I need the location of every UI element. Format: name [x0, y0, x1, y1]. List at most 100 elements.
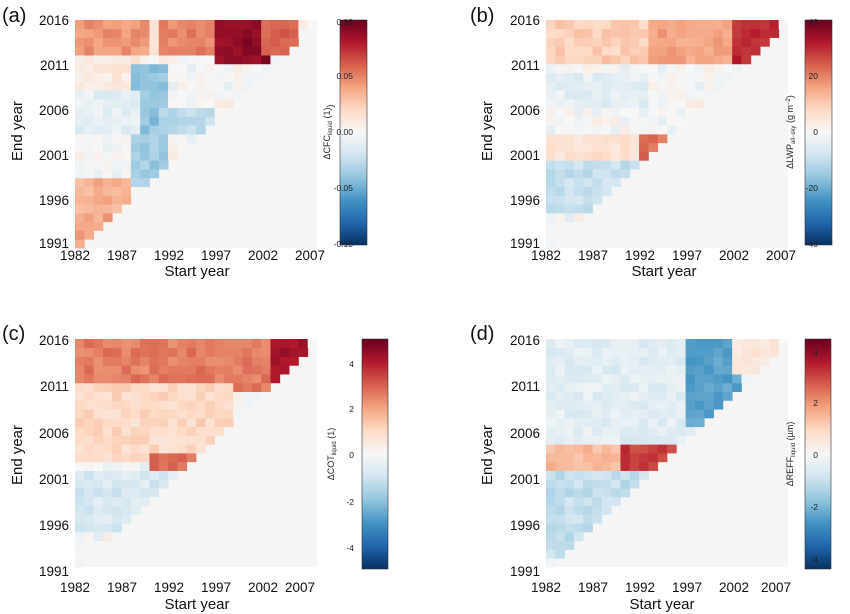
heatmap-cell: [121, 72, 132, 82]
heatmap-cell: [93, 496, 104, 507]
heatmap-cell: [93, 37, 104, 47]
heatmap-cell: [592, 365, 603, 375]
heatmap-cell: [93, 488, 104, 498]
heatmap-cell: [592, 177, 603, 188]
heatmap-cell: [112, 98, 122, 109]
heatmap-cell: [149, 81, 160, 91]
x-tick-label: 1982: [60, 248, 90, 263]
heatmap-cell: [722, 365, 733, 375]
heatmap-cell: [112, 186, 122, 196]
heatmap-cell: [611, 81, 621, 91]
heatmap-cell: [592, 37, 603, 47]
heatmap-cell: [149, 426, 160, 436]
heatmap-cell: [223, 347, 234, 357]
heatmap-cell: [223, 55, 234, 65]
heatmap-cell: [639, 20, 649, 30]
heatmap-cell: [592, 426, 603, 436]
heatmap-cell: [592, 453, 603, 463]
heatmap-cell: [130, 505, 141, 515]
heatmap-cell: [546, 470, 556, 480]
heatmap-cell: [546, 400, 556, 410]
heatmap-cell: [102, 37, 113, 47]
colorbar-tick-label: 0.05: [336, 71, 353, 81]
heatmap-cell: [102, 417, 113, 428]
heatmap-cell: [648, 409, 659, 419]
heatmap-cell: [676, 374, 687, 384]
heatmap-cell: [546, 382, 556, 393]
heatmap-cell: [251, 46, 262, 56]
heatmap-cell: [564, 531, 575, 542]
heatmap-cell: [177, 37, 188, 47]
heatmap-plot: [546, 20, 789, 249]
heatmap-cell: [279, 347, 290, 357]
heatmap-cell: [639, 417, 649, 428]
heatmap-cell: [546, 549, 556, 559]
heatmap-cell: [112, 204, 122, 214]
heatmap-cell: [676, 435, 687, 445]
heatmap-cell: [750, 20, 761, 30]
heatmap-cell: [685, 365, 696, 375]
heatmap-cell: [573, 347, 584, 357]
heatmap-cell: [564, 28, 575, 38]
heatmap-cell: [564, 37, 575, 47]
heatmap-cell: [102, 116, 113, 126]
heatmap-cell: [102, 365, 113, 375]
heatmap-cell: [741, 374, 752, 384]
heatmap-cell: [592, 134, 603, 144]
heatmap-cell: [667, 55, 677, 65]
heatmap-cell: [121, 55, 132, 65]
heatmap-cell: [601, 365, 612, 375]
heatmap-cell: [233, 391, 243, 401]
heatmap-cell: [214, 339, 225, 349]
heatmap-cell: [214, 46, 225, 56]
heatmap-cell: [186, 81, 197, 91]
colorbar-bar: [804, 19, 833, 246]
heatmap-cell: [657, 347, 668, 357]
heatmap-cell: [84, 134, 95, 144]
heatmap-cell: [564, 107, 575, 117]
heatmap-cell: [620, 142, 631, 152]
heatmap-cell: [102, 46, 113, 56]
heatmap-cell: [233, 356, 243, 366]
heatmap-cell: [149, 470, 160, 480]
heatmap-cell: [564, 46, 575, 56]
heatmap-cell: [685, 72, 696, 82]
y-tick-labels: 2016 2011 2006 2001 1996 1991: [510, 13, 540, 251]
heatmap-cell: [279, 20, 290, 30]
heatmap-cell: [251, 365, 262, 375]
heatmap-cell: [158, 55, 169, 65]
heatmap-cell: [102, 391, 113, 401]
heatmap-cell: [75, 400, 85, 410]
heatmap-cell: [667, 37, 677, 47]
heatmap-cell: [546, 514, 556, 524]
heatmap-cell: [592, 356, 603, 366]
heatmap-cell: [75, 374, 85, 384]
heatmap-cell: [573, 496, 584, 507]
heatmap-cell: [592, 107, 603, 117]
heatmap-cell: [685, 382, 696, 393]
heatmap-cell: [233, 63, 243, 74]
heatmap-cell: [121, 374, 132, 384]
heatmap-cell: [168, 435, 178, 445]
heatmap-cell: [140, 28, 150, 38]
heatmap-cell: [639, 461, 649, 471]
heatmap-cell: [564, 514, 575, 524]
heatmap-cell: [732, 365, 742, 375]
panel-label: (d): [470, 323, 494, 345]
heatmap-cell: [676, 28, 687, 38]
heatmap-cell: [694, 98, 705, 109]
heatmap-cell: [601, 426, 612, 436]
heatmap-cell: [93, 531, 104, 542]
heatmap-cell: [667, 63, 677, 74]
heatmap-cell: [601, 107, 612, 117]
heatmap-cell: [667, 107, 677, 117]
heatmap-cell: [102, 505, 113, 515]
heatmap-cell: [694, 356, 705, 366]
heatmap-cell: [93, 365, 104, 375]
heatmap-cell: [84, 142, 95, 152]
heatmap-cell: [620, 391, 631, 401]
heatmap-cell: [546, 107, 556, 117]
heatmap-cell: [233, 347, 243, 357]
heatmap-cell: [251, 391, 262, 401]
heatmap-cell: [555, 134, 566, 144]
